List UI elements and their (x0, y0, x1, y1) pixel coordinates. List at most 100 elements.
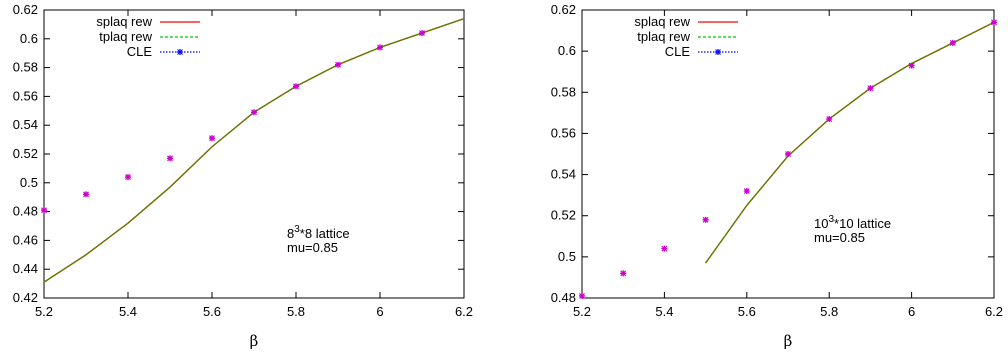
chart1-x-tick-label: 5.6 (738, 304, 756, 319)
chart1-cle-point-d2 (743, 188, 750, 194)
chart1-y-tick-label: 0.52 (551, 208, 576, 223)
chart1-cle-point (661, 245, 668, 252)
chart-10-lattice: 5.2 5.4 5.6 5.8 6 6.2 0.48 0.5 0.52 0.54 0.56 0.58 0… (551, 2, 1003, 350)
chart1-annotation-exponent: 3 (828, 214, 834, 225)
chart1-cle-point-d2 (785, 151, 791, 157)
chart0-cle-point (293, 83, 299, 90)
chart1-legend-marker-d2 (715, 49, 721, 55)
chart0-y-tick-label: 0.48 (13, 204, 38, 219)
chart1-cle-point-d2 (661, 245, 668, 252)
chart0-legend-label: CLE (127, 44, 153, 59)
chart0-cle-point (125, 174, 131, 181)
chart1-annotation-base: 10 (814, 216, 828, 231)
chart1-cle-point-d2 (908, 62, 915, 69)
chart1-y-tick-label: 0.56 (551, 125, 576, 140)
chart0-annotation-lattice: 83*8 lattice (287, 224, 350, 241)
chart1-cle-point (579, 292, 585, 299)
chart1-plot-frame (581, 9, 995, 299)
chart0-plot-frame (43, 9, 465, 299)
chart0-cle-point (167, 155, 173, 162)
chart1-x-tick-label: 5.4 (655, 304, 673, 319)
chart0-legend-label: splaq rew (96, 14, 152, 29)
chart0-x-tick-label: 5.6 (203, 304, 221, 319)
chart1-cle-point (867, 85, 874, 92)
chart1-x-tick-label: 5.8 (820, 304, 838, 319)
chart1-cle-point (785, 151, 791, 157)
chart1-cle-point (826, 116, 833, 123)
chart0-y-tick-label: 0.56 (13, 88, 38, 103)
chart1-annotation-rest: *10 lattice (834, 216, 891, 231)
chart0-y-tick-label: 0.54 (13, 117, 38, 132)
chart0-series-splaq-line (43, 18, 465, 283)
chart0-cle-point (377, 44, 383, 51)
chart0-annotation-base: 8 (287, 226, 294, 241)
chart1-cle-point (991, 19, 997, 26)
chart1-cle-point (620, 270, 627, 277)
chart1-cle-point-d2 (579, 293, 585, 299)
chart-8-lattice: 5.2 5.4 5.6 5.8 6 6.2 0.42 0.44 0.46 0.48 0.5 0.52 0… (13, 2, 473, 350)
chart0-x-tick-label: 5.4 (119, 304, 137, 319)
chart0-y-tick-label: 0.6 (20, 31, 38, 46)
chart0-cle-point-d2 (419, 30, 425, 36)
chart0-x-tick-label: 5.8 (287, 304, 305, 319)
chart0-y-tick-label: 0.42 (13, 290, 38, 305)
chart1-x-tick-label: 6.2 (985, 304, 1003, 319)
chart1-cle-point-d2 (826, 116, 833, 122)
chart1-legend-label: CLE (665, 44, 691, 59)
chart1-cle-point (702, 216, 709, 223)
chart1-y-tick-label: 0.62 (551, 2, 576, 17)
chart1-cle-point-d2 (702, 216, 709, 223)
chart1-legend-label: splaq rew (634, 14, 690, 29)
chart1-y-tick-label: 0.48 (551, 290, 576, 305)
chart0-legend-marker-d2 (177, 49, 183, 55)
chart1-x-axis-title: β (784, 332, 793, 350)
chart0-cle-point (209, 135, 215, 142)
chart0-annotation-rest: *8 lattice (300, 226, 350, 241)
chart0-cle-point-d2 (167, 155, 173, 162)
chart1-cle-point-d2 (991, 19, 997, 26)
chart0-cle-point-d2 (251, 109, 257, 116)
chart1-legend-label: tplaq rew (637, 29, 690, 44)
chart1-cle-point-d2 (867, 85, 874, 92)
chart0-cle-point-d2 (209, 135, 215, 142)
chart1-x-tick-label: 5.2 (573, 304, 591, 319)
chart1-cle-point (743, 188, 750, 195)
chart0-cle-point (335, 61, 341, 68)
chart0-y-tick-label: 0.44 (13, 261, 38, 276)
chart0-x-axis-title: β (250, 332, 259, 350)
chart1-y-tick-label: 0.5 (558, 249, 576, 264)
chart1-cle-point (949, 39, 956, 46)
chart1-series-overlap-line (705, 21, 995, 264)
chart1-cle-point-d2 (620, 270, 627, 277)
chart0-x-tick-label: 6.2 (455, 304, 473, 319)
chart0-cle-point-d2 (83, 191, 89, 198)
chart0-cle-point-d2 (41, 207, 47, 214)
chart0-annotation-mu: mu=0.85 (287, 240, 338, 255)
chart0-cle-point-d2 (335, 61, 341, 68)
chart0-legend-label: tplaq rew (99, 29, 152, 44)
chart0-annotation-exponent: 3 (294, 224, 300, 235)
chart0-cle-point (251, 109, 257, 116)
chart0-y-tick-label: 0.58 (13, 60, 38, 75)
chart0-cle-point-d2 (125, 174, 131, 180)
chart0-x-tick-label: 5.2 (35, 304, 53, 319)
chart0-cle-point-d2 (377, 44, 383, 51)
chart1-y-tick-label: 0.54 (551, 167, 576, 182)
chart0-y-tick-label: 0.52 (13, 146, 38, 161)
chart1-annotation-mu: mu=0.85 (814, 230, 865, 245)
chart1-y-tick-label: 0.58 (551, 84, 576, 99)
chart1-annotation-lattice: 103*10 lattice (814, 214, 891, 231)
chart0-cle-point (419, 30, 425, 37)
chart0-y-tick-label: 0.46 (13, 232, 38, 247)
chart0-y-tick-label: 0.5 (20, 175, 38, 190)
chart1-x-tick-label: 6 (908, 304, 915, 319)
chart0-y-tick-label: 0.62 (13, 2, 38, 17)
chart1-cle-point-d2 (949, 39, 956, 46)
chart0-cle-point (83, 191, 89, 198)
chart0-series-tplaq-line (43, 18, 465, 283)
chart0-series-overlap-line (43, 18, 465, 283)
chart0-x-tick-label: 6 (376, 304, 383, 319)
chart1-cle-point (908, 62, 915, 69)
chart0-cle-point-d2 (293, 83, 299, 90)
